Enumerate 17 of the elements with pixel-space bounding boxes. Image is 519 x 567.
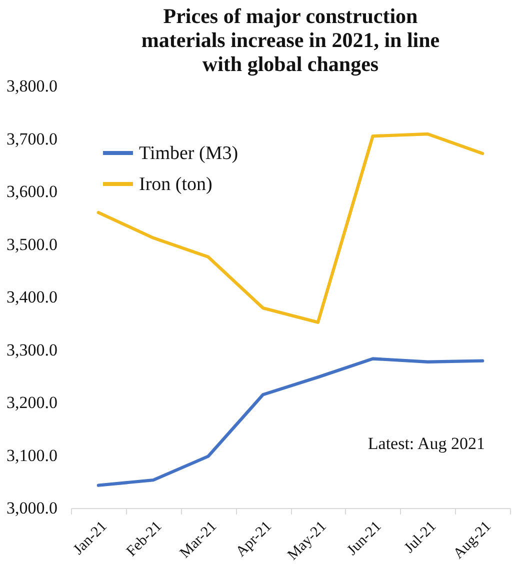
line-series [96, 357, 484, 487]
annotation: Latest: Aug 2021 [368, 434, 485, 453]
y-tick-label: 3,600.0 [6, 182, 58, 201]
y-tick-label: 3,700.0 [6, 129, 58, 148]
text: with global changes [202, 52, 379, 76]
y-tick-label: 3,100.0 [6, 446, 58, 465]
y-tick-label: 3,000.0 [6, 498, 58, 518]
y-tick-label: 3,400.0 [6, 288, 58, 306]
y-tick-label: 3,800.0 [6, 76, 58, 96]
legend-label: Timber (M3) [139, 143, 238, 164]
text: Prices of major construction [163, 4, 418, 28]
y-tick-label: 3,300.0 [6, 340, 58, 360]
legend-label: Iron (ton) [139, 174, 212, 195]
y-tick-label: 3,500.0 [6, 234, 58, 254]
text: materials increase in 2021, in line [141, 28, 440, 52]
line-series [96, 132, 484, 324]
y-tick-label: 3,200.0 [6, 393, 58, 412]
